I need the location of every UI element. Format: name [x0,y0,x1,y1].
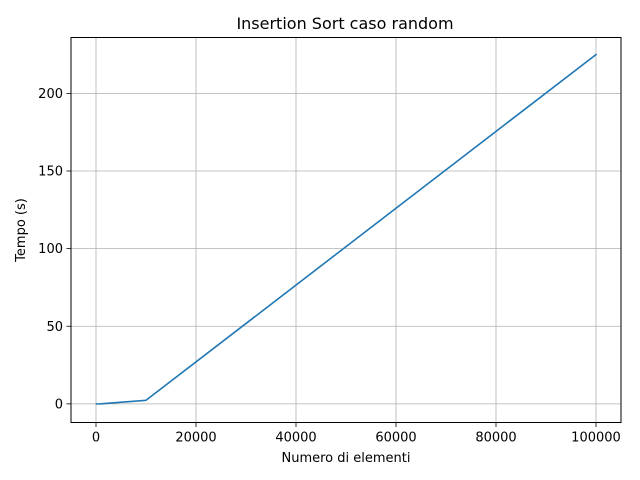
x-axis-label: Numero di elementi [282,451,411,466]
chart-title: Insertion Sort caso random [236,14,453,33]
x-tick-label: 0 [92,431,100,446]
x-tick-label: 80000 [475,431,516,446]
y-tick-label: 150 [38,165,63,180]
x-tick-label: 40000 [275,431,316,446]
series-layer [95,53,598,405]
plot-area-frame [70,37,622,423]
y-tick-label: 0 [55,397,63,412]
ticks: 0 20000 40000 60000 80000 100000 0 50 100 150 200 [38,87,621,446]
y-axis-label: Tempo (s) [14,198,29,263]
y-tick-label: 50 [46,320,63,335]
y-tick-label: 100 [38,242,63,257]
series-line [95,53,598,405]
y-tick-label: 200 [38,87,63,102]
x-tick-label: 60000 [375,431,416,446]
x-tick-label: 20000 [175,431,216,446]
grid [71,37,621,423]
x-tick-label: 100000 [571,431,621,446]
